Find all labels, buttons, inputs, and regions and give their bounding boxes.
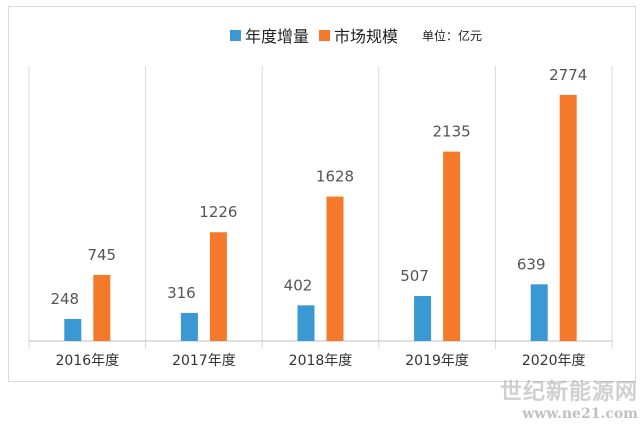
bar-increment-2018年度	[297, 305, 315, 341]
bar-market-size-2017年度	[209, 232, 227, 341]
x-tick-label-2018年度: 2018年度	[289, 353, 353, 369]
data-label-increment-2016年度: 248	[50, 290, 79, 308]
data-label-market-size-2017年度: 1226	[199, 203, 237, 221]
legend-item-market-size: 市场规模	[319, 23, 398, 47]
watermark-sub: www.ne21.com	[522, 406, 638, 422]
unit-label: 单位：亿元	[422, 28, 483, 43]
legend-swatch-increment	[230, 29, 241, 41]
legend-label-increment: 年度增量	[245, 27, 310, 46]
data-label-market-size-2019年度: 2135	[433, 123, 471, 141]
data-label-increment-2019年度: 507	[400, 267, 429, 285]
bar-increment-2016年度	[64, 319, 82, 341]
data-label-market-size-2018年度: 1628	[316, 168, 354, 186]
data-label-market-size-2020年度: 2774	[549, 66, 587, 84]
bar-increment-2020年度	[530, 284, 548, 341]
data-label-market-size-2016年度: 745	[87, 246, 116, 264]
x-tick-label-2020年度: 2020年度	[522, 353, 586, 369]
bar-market-size-2018年度	[326, 196, 344, 341]
x-tick-label-2019年度: 2019年度	[405, 353, 469, 369]
data-label-increment-2018年度: 402	[284, 276, 313, 294]
data-label-increment-2017年度: 316	[167, 284, 196, 302]
legend-label-market-size: 市场规模	[334, 27, 399, 46]
bar-market-size-2019年度	[443, 151, 461, 341]
legend-item-increment: 年度增量	[230, 23, 309, 47]
x-tick-label-2017年度: 2017年度	[172, 353, 236, 369]
watermark: 世纪新能源网 www.ne21.com	[500, 374, 638, 422]
data-label-increment-2020年度: 639	[517, 255, 546, 273]
x-tick-label-2016年度: 2016年度	[55, 353, 119, 369]
legend-swatch-market-size	[319, 29, 331, 41]
chart-legend: 年度增量 市场规模 单位：亿元	[230, 24, 482, 46]
bar-market-size-2016年度	[93, 274, 111, 341]
bar-increment-2019年度	[414, 296, 432, 341]
bar-market-size-2020年度	[559, 94, 577, 341]
bar-increment-2017年度	[180, 312, 198, 341]
watermark-main: 世纪新能源网	[499, 379, 638, 405]
